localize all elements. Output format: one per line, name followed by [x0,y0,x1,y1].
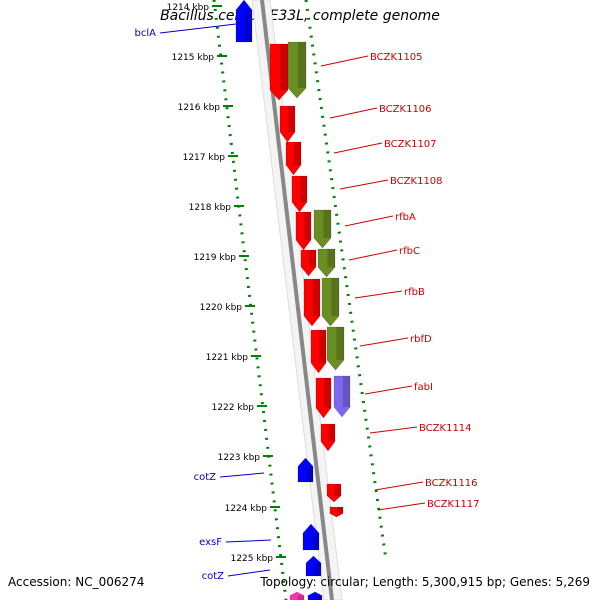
blue-gene-arrow-shade [244,10,252,42]
gene-label-bczk1116[interactable]: BCZK1116 [425,478,478,489]
ruler-tick-label: 1220 kbp [200,303,243,313]
gene-leader-line [364,385,413,395]
red-gene-arrow [269,43,289,101]
gene-leader-line [329,107,378,119]
olive-gene-block-shade [327,249,335,268]
gene-leader-line [359,337,409,347]
purple-gene-block-shade [342,376,350,407]
blue-gene-arrow [305,555,322,577]
red-gene-arrow-shade [334,484,341,496]
blue-gene-arrow [302,523,320,551]
gene-label-bcla[interactable]: bclA [135,28,157,39]
purple-gene-block [333,375,351,418]
olive-gene-block-shade [331,278,339,316]
gene-label-bczk1114[interactable]: BCZK1114 [419,423,472,434]
backbone-line [260,0,334,600]
ruler-tick-label: 1219 kbp [194,253,237,263]
genome-summary: Topology: circular; Length: 5,300,915 bp… [260,575,590,589]
red-gene-arrow [291,175,308,213]
magenta-gene-block-shade [297,595,304,600]
magenta-gene-block [289,591,305,600]
gene-label-rfbc[interactable]: rfbC [399,246,420,257]
gene-leader-line [333,142,383,154]
red-gene-arrow [285,141,302,176]
red-gene-arrow [279,105,296,143]
red-gene-arrow [300,249,317,277]
olive-gene-block-shade [297,42,306,88]
olive-gene-block [287,41,307,99]
red-gene-arrow-shade [319,330,326,363]
gene-leader-line [348,249,398,261]
red-gene-arrow [326,483,342,503]
map-title: Bacillus cereus E33L, complete genome [160,8,440,24]
olive-gene-block [321,277,340,327]
red-gene-arrow [320,423,336,452]
olive-gene-block [317,248,336,278]
gene-label-rbfd[interactable]: rbfD [410,334,432,345]
gene-leader-line [374,481,424,491]
gene-label-cotz[interactable]: cotZ [194,472,217,483]
red-gene-arrow [329,506,344,518]
red-gene-arrow [315,377,332,419]
red-gene-arrow-shade [309,250,316,267]
gene-leader-line [344,215,394,227]
gene-leader-line [377,502,426,511]
gene-label-exsf[interactable]: exsF [199,537,222,548]
gene-leader-line [339,179,389,190]
blue-gene-arrow-shade [311,533,319,550]
gene-leader-line [219,472,265,478]
accession-text: Accession: NC_006274 [8,575,145,589]
ruler-tick-label: 1218 kbp [189,203,232,213]
ruler-tick-label: 1216 kbp [178,103,221,113]
red-gene-arrow [310,329,327,374]
ruler-tick-label: 1221 kbp [206,353,249,363]
red-gene-arrow-shade [279,44,288,90]
red-gene-arrow-shade [337,507,343,514]
ruler-tick-label: 1217 kbp [183,153,226,163]
gene-leader-line [320,55,369,67]
olive-gene-block [326,326,345,371]
red-gene-arrow-shade [294,142,301,165]
gene-label-bczk1106[interactable]: BCZK1106 [379,104,432,115]
blue-gene-arrow [297,457,314,483]
gene-label-bczk1107[interactable]: BCZK1107 [384,139,437,150]
olive-gene-block-shade [323,210,331,238]
red-gene-arrow-shade [328,424,335,442]
ruler-line-left [212,0,288,600]
blue-gene-arrow [235,0,253,43]
gene-label-cotz[interactable]: cotZ [202,571,225,582]
red-gene-arrow [295,211,312,251]
olive-gene-block [313,209,332,249]
blue-gene-arrow-shade [306,466,313,482]
ruler-tick-label: 1214 kbp [167,3,210,13]
gene-leader-line [227,569,271,577]
blue-gene-arrow-shade [315,595,322,600]
ruler-tick-label: 1224 kbp [225,504,268,514]
blue-gene-arrow-shade [314,563,321,576]
red-gene-arrow-shade [324,378,331,408]
gene-label-bczk1117[interactable]: BCZK1117 [427,499,480,510]
red-gene-arrow-shade [288,106,295,132]
red-gene-arrow-shade [300,176,307,202]
ruler-tick-label: 1215 kbp [172,53,215,63]
gene-leader-line [225,539,272,543]
gene-label-bczk1105[interactable]: BCZK1105 [370,52,423,63]
gene-label-rfbb[interactable]: rfbB [404,287,425,298]
red-gene-arrow-shade [304,212,311,240]
gene-label-fabi[interactable]: fabI [414,382,433,393]
gene-leader-line [369,426,418,434]
gene-label-rfba[interactable]: rfbA [395,212,416,223]
gene-leader-line [159,23,237,34]
olive-gene-block-shade [336,327,344,360]
blue-gene-arrow [307,591,323,600]
gene-leader-line [354,290,403,299]
ruler-tick-label: 1223 kbp [218,453,261,463]
ruler-tick-label: 1222 kbp [212,403,255,413]
gene-label-bczk1108[interactable]: BCZK1108 [390,176,443,187]
red-gene-arrow-shade [312,279,320,316]
red-gene-arrow [303,278,321,327]
ruler-tick-label: 1225 kbp [231,554,274,564]
